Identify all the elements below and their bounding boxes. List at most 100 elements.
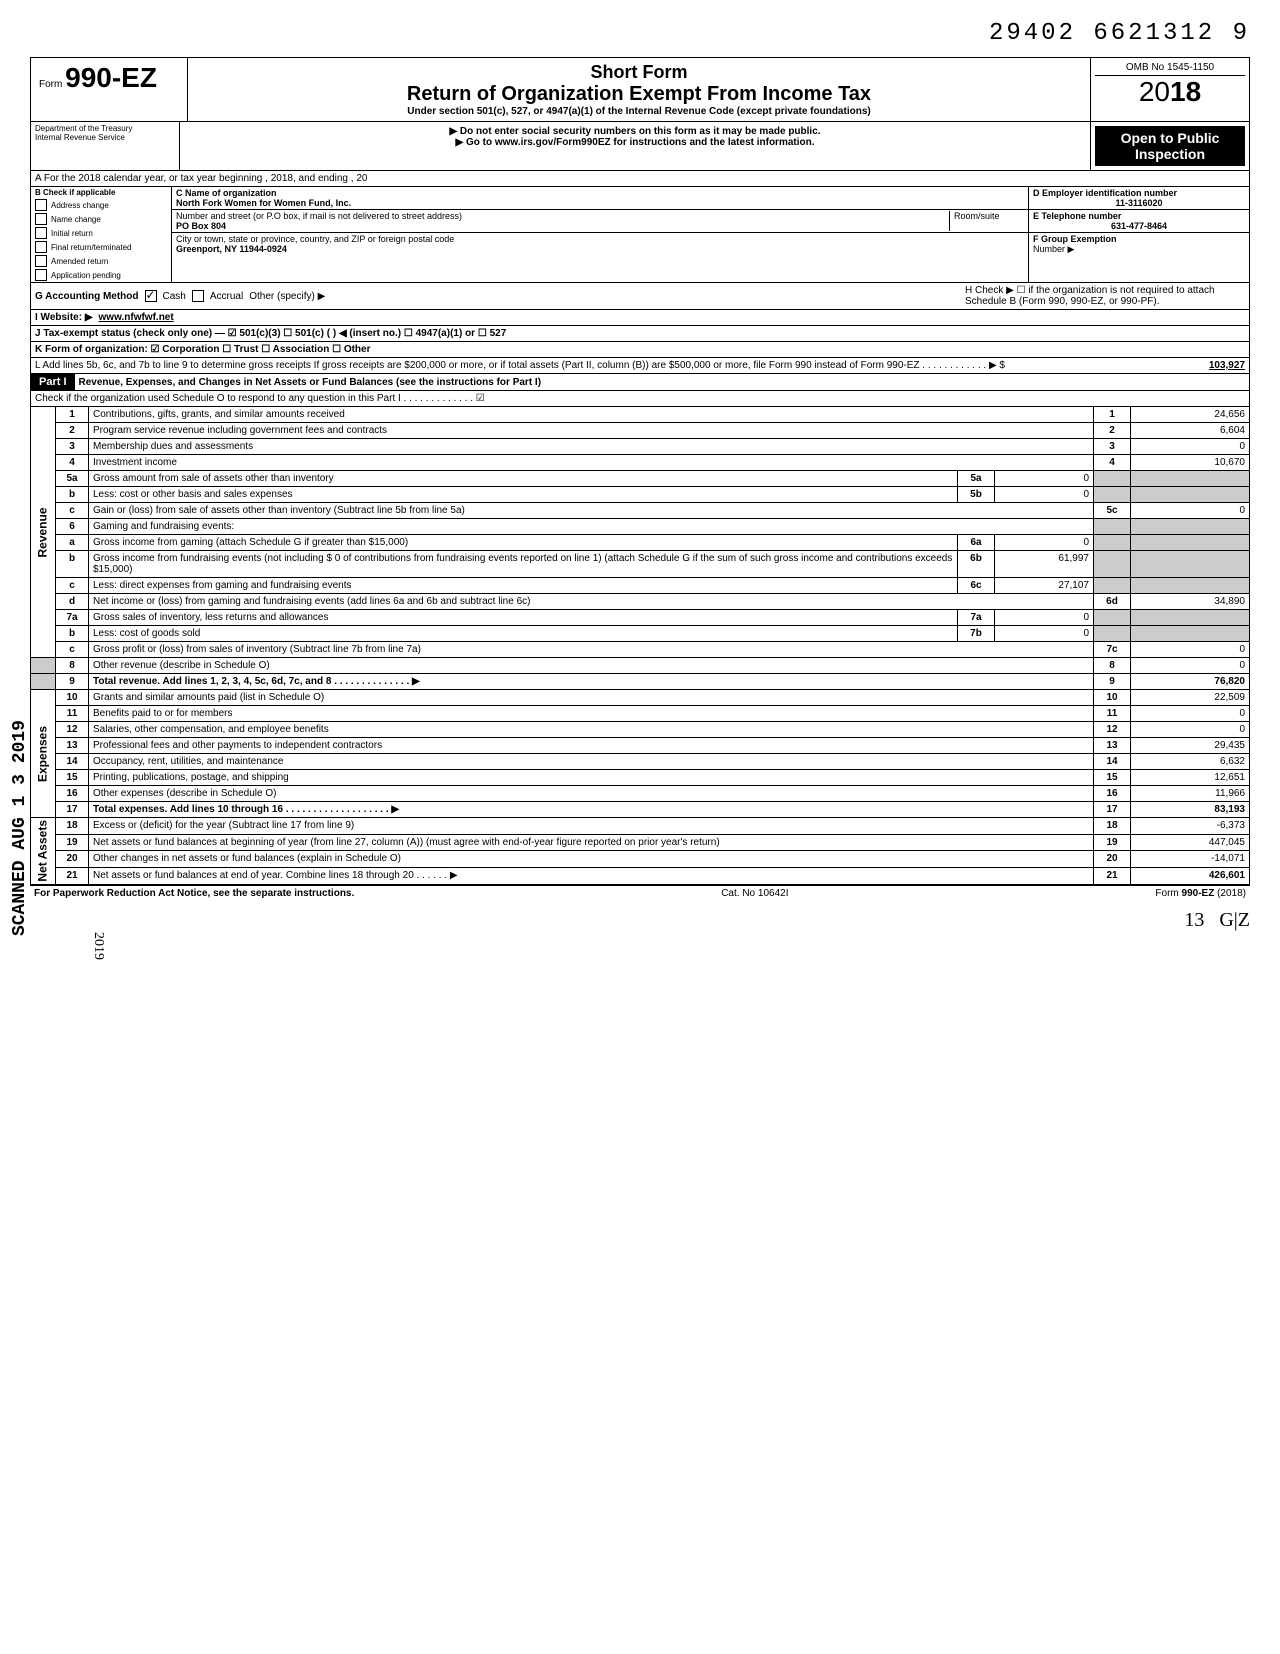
row-l: L Add lines 5b, 6c, and 7b to line 9 to … — [30, 358, 1250, 374]
amt-11: 0 — [1131, 706, 1250, 722]
footer-mid: Cat. No 10642I — [721, 888, 788, 899]
phone: 631-477-8464 — [1033, 221, 1245, 231]
chk-accrual[interactable] — [192, 290, 204, 302]
l-text: L Add lines 5b, 6c, and 7b to line 9 to … — [35, 360, 1005, 371]
sub-5b: 0 — [995, 487, 1094, 503]
desc-7a: Gross sales of inventory, less returns a… — [89, 610, 958, 626]
b-item-4: Amended return — [51, 257, 108, 266]
chk-address[interactable] — [35, 199, 47, 211]
desc-10: Grants and similar amounts paid (list in… — [89, 690, 1094, 706]
scanned-stamp: SCANNED AUG 1 3 2019 — [10, 720, 30, 936]
desc-6: Gaming and fundraising events: — [89, 519, 1094, 535]
open-public: Open to Public Inspection — [1095, 126, 1245, 166]
side-netassets: Net Assets — [31, 818, 56, 885]
g-cash: Cash — [163, 291, 186, 302]
amt-14: 6,632 — [1131, 754, 1250, 770]
hand-gz: G|Z — [1219, 909, 1250, 931]
amt-12: 0 — [1131, 722, 1250, 738]
amt-15: 12,651 — [1131, 770, 1250, 786]
desc-20: Other changes in net assets or fund bala… — [89, 851, 1094, 868]
desc-5c: Gain or (loss) from sale of assets other… — [89, 503, 1094, 519]
d-label: D Employer identification number — [1033, 188, 1177, 198]
f-label: F Group Exemption — [1033, 234, 1117, 244]
desc-3: Membership dues and assessments — [89, 439, 1094, 455]
b-item-3: Final return/terminated — [51, 243, 131, 252]
footer: For Paperwork Reduction Act Notice, see … — [30, 885, 1250, 901]
desc-6b: Gross income from fundraising events (no… — [89, 551, 958, 578]
row-i: I Website: ▶ www.nfwfwf.net — [30, 310, 1250, 326]
city-label: City or town, state or province, country… — [176, 234, 454, 244]
amt-16: 11,966 — [1131, 786, 1250, 802]
desc-12: Salaries, other compensation, and employ… — [89, 722, 1094, 738]
amt-2: 6,604 — [1131, 423, 1250, 439]
desc-7c: Gross profit or (loss) from sales of inv… — [89, 642, 1094, 658]
b-item-5: Application pending — [51, 271, 121, 280]
part1-check: Check if the organization used Schedule … — [30, 391, 1250, 407]
form-prefix: Form — [39, 79, 62, 90]
hand-2019: 2019 — [90, 932, 106, 960]
desc-19: Net assets or fund balances at beginning… — [89, 834, 1094, 851]
open-public-cell: Open to Public Inspection — [1091, 122, 1249, 170]
amt-3: 0 — [1131, 439, 1250, 455]
sub-6b: 61,997 — [995, 551, 1094, 578]
sub-7a: 0 — [995, 610, 1094, 626]
amt-21: 426,601 — [1131, 867, 1250, 884]
chk-name[interactable] — [35, 213, 47, 225]
amt-8: 0 — [1131, 658, 1250, 674]
amt-18: -6,373 — [1131, 818, 1250, 835]
chk-cash[interactable] — [145, 290, 157, 302]
sub-6a: 0 — [995, 535, 1094, 551]
amt-10: 22,509 — [1131, 690, 1250, 706]
dept-line2: Internal Revenue Service — [35, 133, 175, 142]
b-item-0: Address change — [51, 201, 109, 210]
chk-final[interactable] — [35, 241, 47, 253]
instructions-cell: ▶ Do not enter social security numbers o… — [180, 122, 1091, 170]
title-cell: Short Form Return of Organization Exempt… — [188, 58, 1091, 121]
desc-6d: Net income or (loss) from gaming and fun… — [89, 594, 1094, 610]
section-a: A For the 2018 calendar year, or tax yea… — [30, 171, 1250, 187]
col-d: D Employer identification number11-31160… — [1029, 187, 1249, 282]
chk-pending[interactable] — [35, 269, 47, 281]
j-text: J Tax-exempt status (check only one) — ☑… — [35, 328, 506, 339]
org-name: North Fork Women for Women Fund, Inc. — [176, 198, 351, 208]
f-num: Number ▶ — [1033, 244, 1074, 254]
l-amount: 103,927 — [1209, 360, 1245, 371]
row-j: J Tax-exempt status (check only one) — ☑… — [30, 326, 1250, 342]
amt-5c: 0 — [1131, 503, 1250, 519]
side-revenue: Revenue — [31, 407, 56, 658]
room-suite: Room/suite — [949, 211, 1024, 231]
chk-amended[interactable] — [35, 255, 47, 267]
desc-1: Contributions, gifts, grants, and simila… — [89, 407, 1094, 423]
desc-4: Investment income — [89, 455, 1094, 471]
year-prefix: 20 — [1139, 76, 1170, 107]
year-bold: 18 — [1170, 76, 1201, 107]
b-item-2: Initial return — [51, 229, 93, 238]
chk-initial[interactable] — [35, 227, 47, 239]
footer-right: Form 990-EZ (2018) — [1155, 888, 1246, 899]
desc-16: Other expenses (describe in Schedule O) — [89, 786, 1094, 802]
amt-13: 29,435 — [1131, 738, 1250, 754]
amt-7c: 0 — [1131, 642, 1250, 658]
desc-9: Total revenue. Add lines 1, 2, 3, 4, 5c,… — [93, 676, 331, 687]
ln-1: 1 — [56, 407, 89, 423]
amt-9: 76,820 — [1131, 674, 1250, 690]
col-b: B Check if applicable Address change Nam… — [31, 187, 172, 282]
desc-5b: Less: cost or other basis and sales expe… — [89, 487, 958, 503]
b-item-1: Name change — [51, 215, 101, 224]
part1-label: Part I — [31, 374, 75, 390]
c-label: C Name of organization — [176, 188, 277, 198]
form-header: Form 990-EZ Short Form Return of Organiz… — [30, 57, 1250, 122]
addr-label: Number and street (or P.O box, if mail i… — [176, 211, 462, 221]
subtitle: Under section 501(c), 527, or 4947(a)(1)… — [192, 106, 1086, 117]
e-label: E Telephone number — [1033, 211, 1121, 221]
desc-17: Total expenses. Add lines 10 through 16 — [93, 804, 283, 815]
desc-13: Professional fees and other payments to … — [89, 738, 1094, 754]
desc-2: Program service revenue including govern… — [89, 423, 1094, 439]
omb-number: OMB No 1545-1150 — [1095, 62, 1245, 76]
amt-17: 83,193 — [1131, 802, 1250, 818]
side-expenses: Expenses — [31, 690, 56, 818]
desc-6c: Less: direct expenses from gaming and fu… — [89, 578, 958, 594]
desc-7b: Less: cost of goods sold — [89, 626, 958, 642]
k-text: K Form of organization: ☑ Corporation ☐ … — [35, 344, 371, 355]
b-label: B Check if applicable — [31, 187, 171, 198]
